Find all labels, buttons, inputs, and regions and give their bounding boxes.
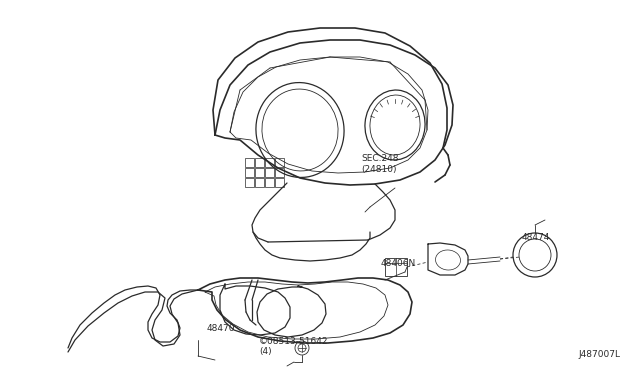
Bar (265, 158, 274, 167)
Bar (275, 168, 284, 177)
Bar (245, 158, 254, 167)
Bar (245, 178, 254, 187)
Bar (255, 158, 264, 167)
Bar (275, 178, 284, 187)
Bar (275, 158, 284, 167)
Bar (245, 168, 254, 177)
Text: J487007L: J487007L (579, 350, 621, 359)
Bar (385, 258, 407, 276)
Text: ©08513-51642
(4): ©08513-51642 (4) (259, 337, 329, 356)
Text: 48406N: 48406N (381, 259, 416, 267)
Bar (255, 168, 264, 177)
Text: 48474: 48474 (522, 232, 550, 241)
Bar (255, 178, 264, 187)
Text: 48470: 48470 (207, 324, 235, 333)
Bar (265, 178, 274, 187)
Text: SEC.248
(24810): SEC.248 (24810) (362, 154, 399, 174)
Bar (265, 168, 274, 177)
